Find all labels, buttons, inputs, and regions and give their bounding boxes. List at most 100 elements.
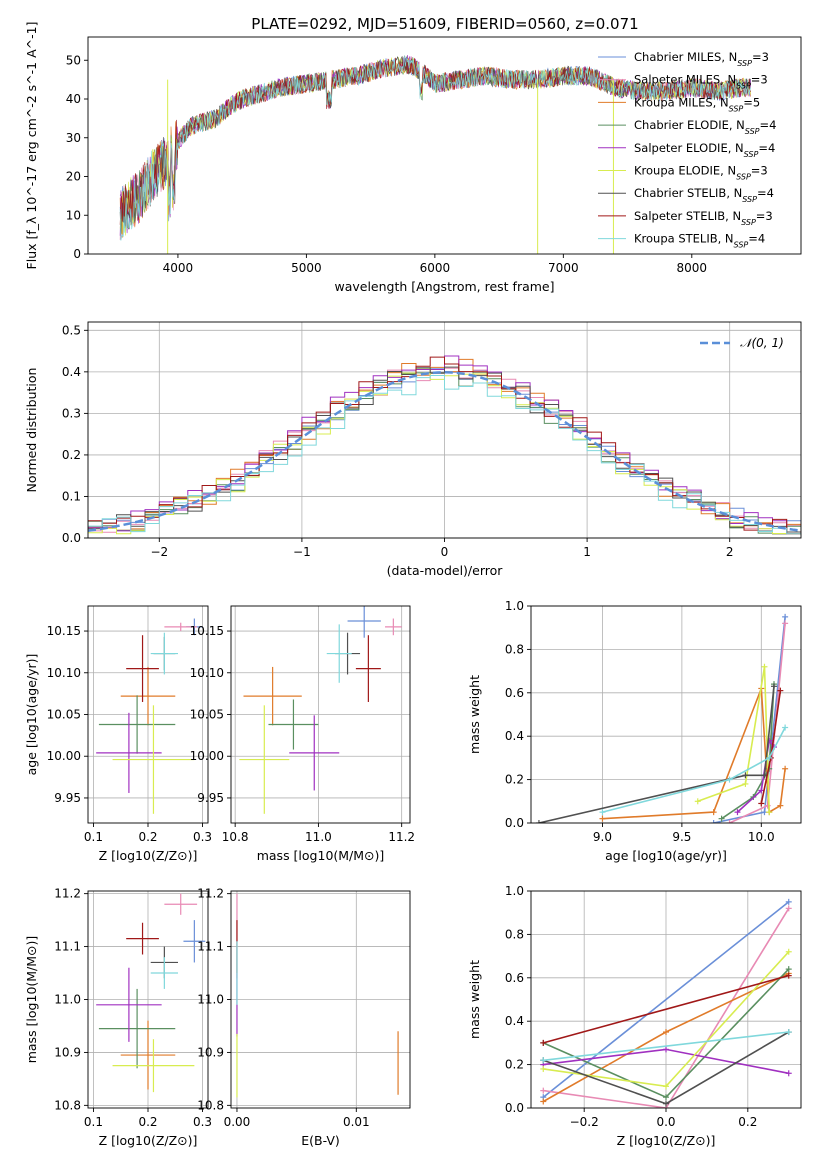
y-tick-label: 10 bbox=[66, 208, 81, 222]
weight-vs-Z-panel: −0.2 0.0 0.2 0.0 0.2 0.4 0.6 0.8 1.0 Z [log10(Z/Z… bbox=[467, 884, 802, 1148]
x-axis-label: mass [log10(M/M⊙)] bbox=[257, 848, 385, 863]
errorbar-point bbox=[289, 715, 340, 791]
y-tick-label: 10.15 bbox=[47, 624, 81, 638]
errorbar-point bbox=[268, 699, 319, 750]
x-tick-label: 2 bbox=[726, 545, 734, 559]
y-tick-label: 11.1 bbox=[54, 940, 81, 954]
y-axis-label: mass weight bbox=[467, 675, 482, 754]
errorbar-point bbox=[150, 957, 178, 989]
y-tick-label: 0.6 bbox=[505, 971, 524, 985]
legend-entry: Chabrier STELIB, NSSP=4 bbox=[634, 186, 774, 204]
legend-subscript: SSP bbox=[734, 240, 749, 249]
x-axis-label: Z [log10(Z/Z⊙)] bbox=[617, 1133, 716, 1148]
legend-subscript: SSP bbox=[737, 59, 752, 68]
y-tick-label: 0.2 bbox=[62, 448, 81, 462]
y-tick-label: 30 bbox=[66, 131, 81, 145]
errorbar-point bbox=[96, 967, 162, 1042]
errorbar-point bbox=[112, 705, 195, 814]
histogram-chabrier-stelib bbox=[88, 366, 801, 535]
y-tick-label: 0.5 bbox=[62, 323, 81, 337]
y-tick-label: 10.9 bbox=[54, 1045, 81, 1059]
residuals-panel: −2 −1 0 1 2 0.0 0.1 0.2 0.3 0.4 0.5 (data-model)/er… bbox=[24, 321, 802, 578]
legend-entry: Chabrier MILES, NSSP=3 bbox=[634, 50, 769, 68]
x-tick-label: −2 bbox=[150, 545, 168, 559]
legend-subscript: SSP bbox=[729, 104, 744, 113]
x-tick-label: 0.0 bbox=[656, 1115, 675, 1129]
x-tick-label: 0.2 bbox=[738, 1115, 757, 1129]
y-axis-label: mass [log10(M/M⊙)] bbox=[24, 936, 39, 1064]
x-tick-label: 8000 bbox=[677, 261, 708, 275]
errorbar-point bbox=[326, 624, 352, 683]
y-tick-label: 0.8 bbox=[505, 642, 524, 656]
errorbar-point bbox=[126, 922, 159, 955]
spectrum-legend: Chabrier MILES, NSSP=3 Salpeter MILES, NS… bbox=[598, 50, 776, 249]
errorbar-point bbox=[120, 666, 176, 726]
x-tick-label: 10.0 bbox=[748, 830, 775, 844]
spectrum-lines bbox=[119, 54, 751, 254]
y-tick-label: 11.2 bbox=[197, 887, 224, 901]
x-tick-label: 9.5 bbox=[672, 830, 691, 844]
x-axis-label: Z [log10(Z/Z⊙)] bbox=[99, 1133, 198, 1148]
histogram-kroupa-stelib bbox=[88, 375, 801, 535]
y-tick-label: 10.00 bbox=[190, 749, 224, 763]
y-tick-label: 11.1 bbox=[197, 940, 224, 954]
weight-line-chabrier-miles bbox=[542, 901, 790, 1098]
x-tick-label: 0.01 bbox=[343, 1115, 370, 1129]
y-tick-label: 0.0 bbox=[62, 531, 81, 545]
weight-lines bbox=[535, 613, 789, 823]
y-tick-label: 0.2 bbox=[505, 773, 524, 787]
errorbars bbox=[239, 606, 402, 814]
y-tick-label: 0.8 bbox=[505, 927, 524, 941]
y-tick-label: 9.95 bbox=[54, 791, 81, 805]
errorbar-point bbox=[347, 606, 381, 638]
errorbar-point bbox=[120, 1020, 176, 1090]
y-tick-label: 0 bbox=[73, 247, 81, 261]
x-tick-label: −1 bbox=[293, 545, 311, 559]
y-tick-label: 50 bbox=[66, 53, 81, 67]
y-tick-label: 10.05 bbox=[190, 708, 224, 722]
y-tick-label: 10.8 bbox=[54, 1098, 81, 1112]
legend-subscript: SSP bbox=[736, 81, 751, 90]
x-tick-label: 5000 bbox=[291, 261, 322, 275]
errorbar-point bbox=[98, 988, 176, 1069]
x-tick-label: 11.2 bbox=[388, 830, 415, 844]
x-tick-label: 0.00 bbox=[224, 1115, 251, 1129]
x-axis-label: wavelength [Angstrom, rest frame] bbox=[334, 279, 554, 294]
x-tick-label: 0 bbox=[441, 545, 449, 559]
weight-line-chabrier-stelib bbox=[538, 686, 775, 823]
weight-line-salpeter-stelib bbox=[543, 974, 789, 1044]
weight-vs-age-panel: 9.0 9.5 10.0 0.0 0.2 0.4 0.6 0.8 1.0 age [log10(a… bbox=[467, 599, 802, 863]
legend-entry-normal: 𝒩(0, 1) bbox=[740, 336, 784, 350]
legend-entry: Kroupa ELODIE, NSSP=3 bbox=[634, 164, 768, 182]
x-tick-label: 1 bbox=[583, 545, 591, 559]
axes-frame bbox=[87, 36, 802, 255]
weight-line-kroupa-stelib bbox=[543, 1031, 789, 1062]
legend-entry: Kroupa MILES, NSSP=5 bbox=[634, 95, 760, 113]
y-tick-label: 1.0 bbox=[505, 599, 524, 613]
y-tick-label: 10.05 bbox=[47, 708, 81, 722]
legend-subscript: SSP bbox=[736, 172, 751, 181]
y-tick-label: 0.2 bbox=[505, 1058, 524, 1072]
legend-entry: Salpeter MILES, NSSP=3 bbox=[634, 73, 768, 91]
axes-frame bbox=[530, 605, 802, 824]
y-tick-label: 10.00 bbox=[47, 749, 81, 763]
x-axis-label: Z [log10(Z/Z⊙)] bbox=[99, 848, 198, 863]
errorbars bbox=[96, 618, 203, 814]
y-axis-label: age [log10(age/yr)] bbox=[24, 654, 39, 776]
errorbar-point bbox=[164, 893, 198, 915]
x-tick-label: 6000 bbox=[420, 261, 451, 275]
x-tick-label: 10.8 bbox=[222, 830, 249, 844]
legend-subscript: SSP bbox=[741, 217, 756, 226]
y-tick-label: 10.10 bbox=[190, 666, 224, 680]
y-tick-label: 10.10 bbox=[47, 666, 81, 680]
legend-entry: Kroupa STELIB, NSSP=4 bbox=[634, 232, 765, 250]
y-tick-label: 11.2 bbox=[54, 887, 81, 901]
errorbar-point bbox=[112, 1039, 195, 1093]
legend-entry: Chabrier ELODIE, NSSP=4 bbox=[634, 118, 776, 136]
y-tick-label: 0.3 bbox=[62, 406, 81, 420]
errorbar-point bbox=[385, 618, 402, 636]
y-tick-label: 20 bbox=[66, 170, 81, 184]
x-axis-label: (data-model)/error bbox=[387, 563, 504, 578]
weight-line-kroupa-miles bbox=[602, 688, 786, 820]
